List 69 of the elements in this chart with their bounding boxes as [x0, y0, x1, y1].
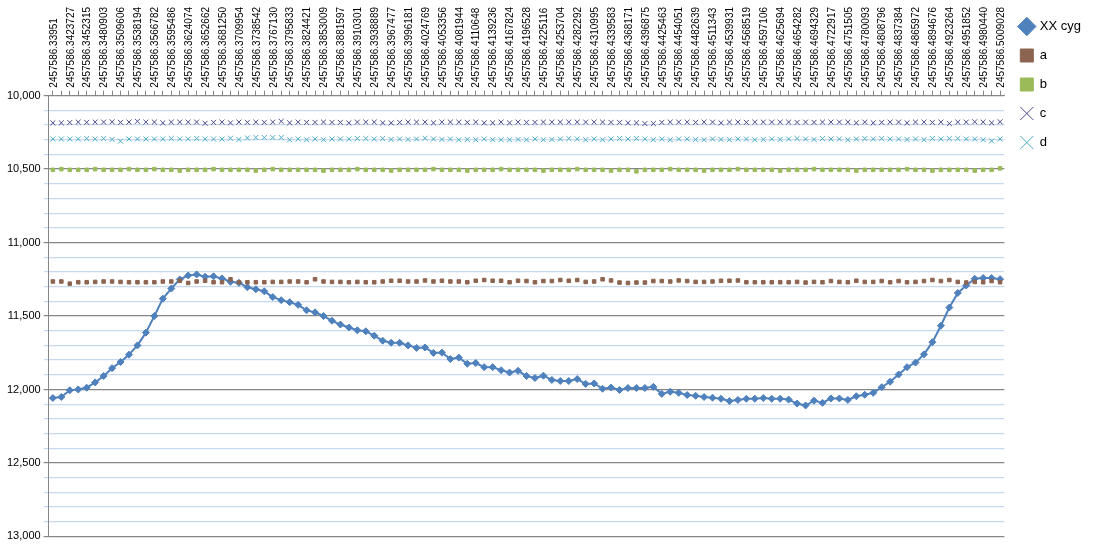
- x-tick-label: 2457586.3881597: [335, 6, 347, 88]
- x-tick-label: 2457586.4568519: [741, 6, 753, 88]
- x-tick-label: 2457586.3423727: [64, 6, 76, 88]
- x-tick-label: 2457586.3681250: [216, 6, 228, 88]
- x-tick-label: 2457586.3509606: [115, 6, 127, 88]
- x-tick-label: 2457586.4625694: [774, 6, 786, 88]
- x-tick-label: 2457586.4837384: [893, 6, 905, 88]
- x-tick-label: 2457586.3595486: [166, 6, 178, 88]
- x-tick-label: 2457586.4368171: [622, 6, 634, 88]
- legend-label: a: [1039, 47, 1048, 63]
- y-tick-label: 10,500: [6, 162, 41, 175]
- y-tick-label: 12,500: [6, 455, 41, 468]
- x-tick-label: 2457586.4139236: [487, 6, 499, 88]
- x-tick-label: 2457586.3538194: [132, 6, 144, 88]
- x-tick-label: 2457586.4225116: [538, 7, 550, 88]
- x-tick-label: 2457586.4980440: [977, 6, 989, 88]
- x-tick-label: 2457586.4751505: [842, 6, 854, 88]
- x-tick-label: 2457586.4110648: [470, 7, 482, 88]
- x-tick-label: 2457586.4539931: [724, 6, 736, 88]
- x-tick-label: 2457586.33951: [47, 17, 59, 88]
- x-tick-label: 2457586.4454051: [673, 6, 685, 88]
- x-tick-label: 2457586.3738542: [250, 6, 262, 88]
- x-tick-label: 2457586.4694329: [808, 6, 820, 88]
- x-tick-label: 2457586.3824421: [301, 6, 313, 88]
- y-tick-label: 11,000: [7, 235, 41, 248]
- legend-label: d: [1039, 134, 1048, 150]
- x-tick-label: 2457586.4808796: [876, 6, 888, 88]
- x-tick-label: 2457586.4865972: [910, 6, 922, 88]
- x-tick-label: 2457586.4654282: [791, 6, 803, 88]
- x-tick-label: 2457586.4425463: [656, 6, 668, 88]
- x-tick-label: 2457586.3566782: [149, 6, 161, 88]
- x-tick-label: 2457586.4167824: [504, 6, 516, 88]
- x-tick-label: 2457586.3795833: [284, 6, 296, 88]
- x-tick-label: 2457586.4081944: [453, 6, 465, 88]
- x-tick-label: 2457586.4780093: [859, 6, 871, 88]
- x-tick-label: 2457586.4196528: [521, 6, 533, 88]
- y-tick-label: 11,500: [7, 309, 41, 322]
- x-tick-label: 2457586.4597106: [758, 6, 770, 88]
- x-tick-label: 2457586.4310995: [588, 6, 600, 88]
- y-tick-label: 10,000: [6, 88, 41, 101]
- x-tick-label: 2457586.3652662: [199, 6, 211, 88]
- legend-label: c: [1039, 105, 1047, 121]
- y-tick-label: 12,000: [6, 382, 41, 395]
- x-tick-label: 2457586.4339583: [605, 6, 617, 88]
- x-tick-label: 2457586.3967477: [385, 6, 397, 88]
- x-tick-label: 2457586.4722917: [825, 6, 837, 88]
- x-tick-label: 2457586.3996181: [402, 6, 414, 88]
- legend-label: XX cyg: [1039, 18, 1081, 34]
- x-tick-label: 2457586.3480903: [98, 6, 110, 88]
- x-tick-label: 2457586.4396875: [639, 6, 651, 88]
- x-tick-label: 2457586.4282292: [571, 6, 583, 88]
- x-tick-label: 2457586.4482639: [690, 6, 702, 88]
- x-tick-label: 2457586.3709954: [233, 6, 245, 88]
- x-tick-label: 2457586.3853009: [318, 6, 330, 88]
- x-tick-label: 2457586.3624074: [182, 6, 194, 88]
- legend-label: b: [1039, 76, 1048, 92]
- x-tick-label: 2457586.4053356: [436, 6, 448, 88]
- x-tick-label: 2457586.3767130: [267, 6, 279, 88]
- x-tick-label: 2457586.5009028: [994, 6, 1006, 88]
- x-tick-label: 2457586.4951852: [961, 6, 973, 88]
- y-tick-label: 13,000: [6, 529, 41, 542]
- x-tick-label: 2457586.4894676: [927, 6, 939, 88]
- x-tick-label: 2457586.3910301: [352, 6, 364, 88]
- x-tick-label: 2457586.3938889: [369, 6, 380, 88]
- x-tick-label: 2457586.4253704: [555, 6, 567, 88]
- x-tick-label: 2457586.3452315: [81, 6, 93, 88]
- x-tick-label: 2457586.4511343: [707, 7, 719, 88]
- x-tick-label: 2457586.4923264: [944, 6, 956, 88]
- x-tick-label: 2457586.4024769: [419, 6, 431, 88]
